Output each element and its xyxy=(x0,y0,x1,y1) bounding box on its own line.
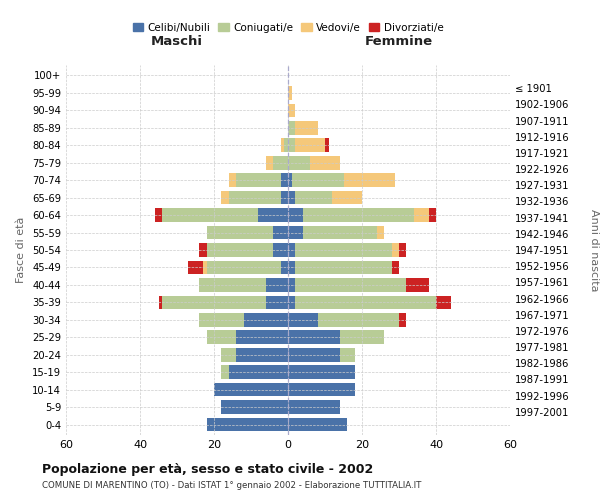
Bar xyxy=(399,243,406,257)
Bar xyxy=(221,191,229,204)
Bar xyxy=(295,296,436,309)
Text: Popolazione per età, sesso e stato civile - 2002: Popolazione per età, sesso e stato civil… xyxy=(42,462,373,475)
Bar xyxy=(206,243,273,257)
Bar xyxy=(303,226,377,239)
Bar xyxy=(203,260,206,274)
Bar xyxy=(236,330,288,344)
Bar xyxy=(377,226,384,239)
Bar xyxy=(288,243,295,257)
Bar xyxy=(288,208,303,222)
Bar xyxy=(229,191,281,204)
Bar xyxy=(392,243,399,257)
Bar xyxy=(288,226,303,239)
Bar xyxy=(343,174,395,187)
Bar xyxy=(199,278,266,291)
Bar xyxy=(259,208,288,222)
Text: Femmine: Femmine xyxy=(365,34,433,48)
Bar xyxy=(266,278,288,291)
Text: Maschi: Maschi xyxy=(151,34,203,48)
Bar xyxy=(288,330,340,344)
Bar xyxy=(162,208,259,222)
Bar xyxy=(288,191,295,204)
Text: COMUNE DI MARENTINO (TO) - Dati ISTAT 1° gennaio 2002 - Elaborazione TUTTITALIA.: COMUNE DI MARENTINO (TO) - Dati ISTAT 1°… xyxy=(42,481,421,490)
Bar xyxy=(244,313,288,326)
Bar xyxy=(221,400,288,414)
Y-axis label: Anni di nascita: Anni di nascita xyxy=(589,209,599,291)
Bar xyxy=(188,260,203,274)
Bar xyxy=(288,400,340,414)
Bar xyxy=(162,296,266,309)
Bar xyxy=(288,418,347,432)
Bar xyxy=(236,348,288,362)
Bar xyxy=(399,313,406,326)
Bar xyxy=(414,208,428,222)
Bar xyxy=(273,243,288,257)
Bar xyxy=(292,174,343,187)
Bar xyxy=(295,191,332,204)
Bar xyxy=(303,208,414,222)
Bar xyxy=(288,313,317,326)
Bar xyxy=(266,156,273,170)
Bar xyxy=(340,348,355,362)
Bar xyxy=(229,174,236,187)
Bar xyxy=(288,296,295,309)
Bar xyxy=(340,330,384,344)
Bar xyxy=(317,313,399,326)
Bar xyxy=(199,243,206,257)
Bar xyxy=(325,138,329,152)
Bar xyxy=(266,296,288,309)
Bar xyxy=(288,383,355,396)
Legend: Celibi/Nubili, Coniugati/e, Vedovi/e, Divorziati/e: Celibi/Nubili, Coniugati/e, Vedovi/e, Di… xyxy=(128,18,448,36)
Bar xyxy=(288,104,295,117)
Bar xyxy=(158,296,162,309)
Bar xyxy=(155,208,162,222)
Bar xyxy=(288,174,292,187)
Bar xyxy=(199,313,244,326)
Bar xyxy=(406,278,428,291)
Bar xyxy=(206,226,273,239)
Bar xyxy=(288,278,295,291)
Bar xyxy=(281,191,288,204)
Bar xyxy=(288,86,292,100)
Bar xyxy=(214,383,288,396)
Bar xyxy=(281,174,288,187)
Bar xyxy=(288,348,340,362)
Bar xyxy=(310,156,340,170)
Bar xyxy=(288,121,295,134)
Bar xyxy=(221,348,236,362)
Bar xyxy=(295,260,392,274)
Bar xyxy=(332,191,362,204)
Bar xyxy=(281,138,284,152)
Bar xyxy=(221,366,229,379)
Bar xyxy=(288,156,310,170)
Bar xyxy=(229,366,288,379)
Bar xyxy=(295,121,317,134)
Bar xyxy=(281,260,288,274)
Bar xyxy=(295,138,325,152)
Bar xyxy=(436,296,451,309)
Bar xyxy=(428,208,436,222)
Bar xyxy=(295,243,392,257)
Bar xyxy=(295,278,406,291)
Y-axis label: Fasce di età: Fasce di età xyxy=(16,217,26,283)
Bar xyxy=(288,366,355,379)
Bar xyxy=(288,138,295,152)
Bar xyxy=(206,260,281,274)
Bar xyxy=(236,174,281,187)
Bar xyxy=(288,260,295,274)
Bar xyxy=(284,138,288,152)
Bar xyxy=(273,156,288,170)
Bar xyxy=(206,418,288,432)
Bar xyxy=(206,330,236,344)
Bar xyxy=(273,226,288,239)
Bar xyxy=(392,260,399,274)
